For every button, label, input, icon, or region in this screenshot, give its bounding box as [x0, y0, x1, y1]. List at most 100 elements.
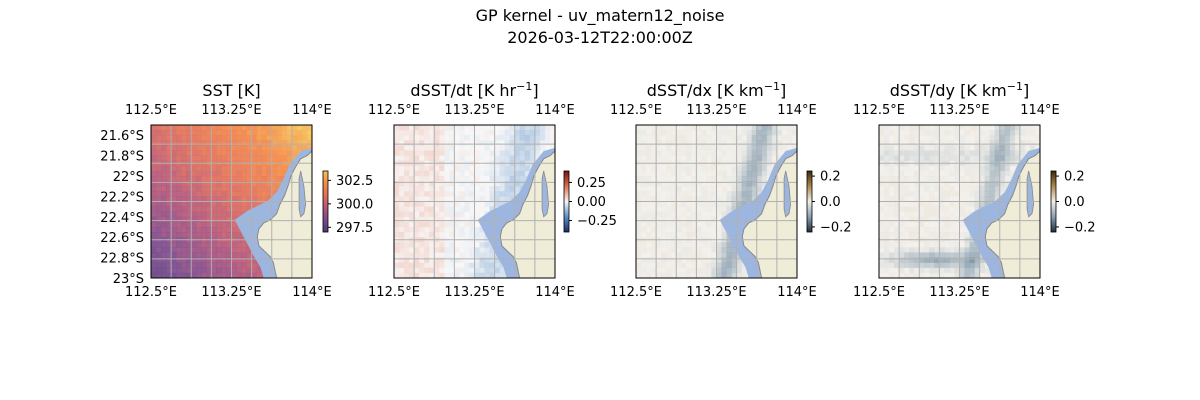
heatmap-cell	[196, 201, 202, 207]
heatmap-cell	[949, 201, 955, 207]
heatmap-cell	[691, 125, 697, 131]
heatmap-cell	[646, 176, 652, 182]
heatmap-cell	[1009, 145, 1016, 151]
heatmap-cell	[444, 181, 450, 187]
heatmap-cell	[429, 247, 435, 253]
heatmap-cell	[186, 247, 192, 253]
heatmap-cell	[439, 252, 445, 258]
map-panel: dSST/dy [K km−1]112.5°E112.5°E113.25°E11…	[853, 80, 1096, 300]
heatmap-cell	[404, 191, 410, 197]
heatmap-cell	[934, 247, 940, 253]
heatmap-cell	[641, 262, 647, 269]
heatmap-cell	[156, 221, 162, 228]
heatmap-cell	[216, 165, 222, 172]
heatmap-cell	[151, 206, 157, 213]
heatmap-cell	[641, 181, 647, 187]
heatmap-cell	[944, 232, 950, 238]
heatmap-cell	[171, 196, 177, 202]
heatmap-cell	[894, 257, 900, 264]
heatmap-cell	[1009, 135, 1016, 141]
heatmap-cell	[954, 221, 960, 228]
heatmap-cell	[636, 150, 642, 156]
heatmap-cell	[266, 186, 273, 192]
heatmap-cell	[281, 155, 288, 162]
heatmap-cell	[984, 186, 991, 192]
heatmap-cell	[191, 272, 197, 278]
heatmap-cell	[464, 262, 470, 269]
heatmap-cell	[449, 242, 455, 248]
heatmap-cell	[524, 125, 531, 131]
heatmap-cell	[409, 267, 415, 274]
heatmap-cell	[494, 135, 501, 141]
heatmap-cell	[484, 140, 490, 146]
heatmap-cell	[409, 272, 415, 278]
heatmap-cell	[434, 227, 440, 233]
heatmap-cell	[236, 227, 242, 233]
heatmap-cell	[651, 206, 657, 213]
lat-tick-label: 21.6°S	[100, 129, 144, 144]
heatmap-cell	[646, 257, 652, 264]
heatmap-cell	[494, 201, 501, 207]
heatmap-cell	[276, 170, 283, 177]
heatmap-cell	[934, 140, 940, 146]
heatmap-cell	[246, 150, 253, 156]
heatmap-cell	[944, 150, 950, 156]
heatmap-cell	[666, 186, 672, 192]
heatmap-cell	[721, 176, 727, 182]
heatmap-cell	[399, 176, 405, 182]
lon-tick-label-bottom: 112.5°E	[610, 285, 662, 300]
heatmap-cell	[196, 272, 202, 278]
heatmap-cell	[686, 130, 692, 136]
heatmap-cell	[676, 181, 682, 187]
heatmap-cell	[444, 150, 450, 156]
heatmap-cell	[479, 155, 485, 162]
heatmap-cell	[974, 140, 981, 146]
heatmap-cell	[201, 145, 207, 151]
heatmap-cell	[716, 206, 722, 213]
heatmap-cell	[909, 242, 915, 248]
heatmap-cell	[394, 201, 400, 207]
heatmap-cell	[271, 125, 278, 131]
heatmap-cell	[761, 155, 768, 162]
heatmap-cell	[711, 262, 717, 269]
heatmap-cell	[1009, 125, 1016, 131]
heatmap-cell	[394, 262, 400, 269]
heatmap-cell	[1009, 130, 1016, 136]
heatmap-cell	[899, 145, 905, 151]
heatmap-cell	[414, 125, 420, 131]
heatmap-cell	[409, 170, 415, 177]
heatmap-cell	[211, 155, 217, 162]
heatmap-cell	[504, 186, 511, 192]
heatmap-cell	[256, 150, 263, 156]
heatmap-cell	[286, 135, 293, 141]
heatmap-cell	[984, 150, 991, 156]
heatmap-cell	[236, 181, 242, 187]
heatmap-cell	[726, 145, 732, 151]
heatmap-cell	[429, 176, 435, 182]
heatmap-cell	[696, 176, 702, 182]
heatmap-cell	[286, 125, 293, 131]
heatmap-cell	[211, 150, 217, 156]
heatmap-cell	[519, 130, 526, 136]
heatmap-cell	[226, 201, 232, 207]
heatmap-cell	[894, 191, 900, 197]
heatmap-cell	[241, 125, 247, 131]
heatmap-cell	[899, 170, 905, 177]
heatmap-cell	[424, 257, 430, 264]
colorbar-tick-label: 297.5	[336, 221, 373, 236]
heatmap-cell	[171, 232, 177, 238]
heatmap-cell	[954, 272, 960, 278]
heatmap-cell	[954, 247, 960, 253]
heatmap-cell	[494, 267, 501, 274]
heatmap-cell	[959, 201, 965, 207]
heatmap-cell	[484, 186, 490, 192]
panel-title: dSST/dt [K hr−1]	[410, 80, 538, 100]
heatmap-cell	[454, 201, 460, 207]
heatmap-cell	[196, 181, 202, 187]
heatmap-cell	[444, 145, 450, 151]
heatmap-cell	[444, 191, 450, 197]
heatmap-cell	[444, 267, 450, 274]
heatmap-cell	[661, 216, 667, 223]
heatmap-cell	[271, 155, 278, 162]
heatmap-cell	[251, 155, 258, 162]
